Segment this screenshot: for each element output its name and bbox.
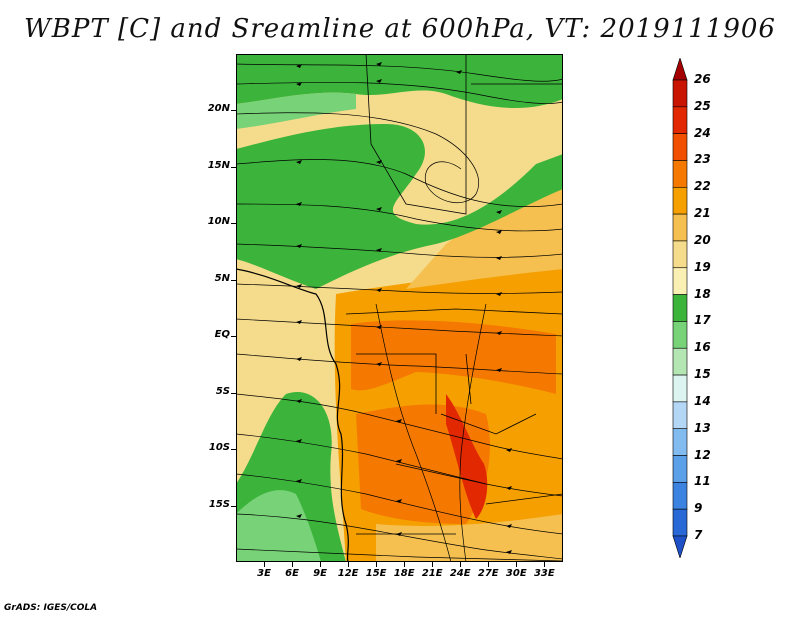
latitude-tick (231, 449, 236, 451)
wbpt-region-16-west (236, 490, 321, 562)
latitude-label: 10S (208, 442, 230, 454)
latitude-tick (231, 279, 236, 281)
colorbar-swatch (672, 160, 688, 188)
latitude-label: 15S (208, 498, 230, 510)
colorbar-label: 19 (694, 259, 711, 274)
colorbar-swatch (672, 347, 688, 376)
longitude-tick (404, 562, 406, 567)
colorbar-swatch (672, 321, 688, 349)
colorbar-swatch (672, 106, 688, 134)
colorbar-label: 12 (694, 447, 711, 462)
longitude-tick (460, 562, 462, 567)
colorbar-label: 23 (694, 152, 711, 167)
colorbar-swatch (672, 374, 688, 403)
map-panel (236, 54, 563, 562)
longitude-tick (348, 562, 350, 567)
colorbar-swatch (672, 508, 688, 537)
footer-credit: GrADS: IGES/COLA (4, 603, 98, 613)
colorbar-label: 17 (694, 313, 711, 328)
wbpt-region-24 (446, 394, 488, 519)
colorbar-swatch (672, 186, 688, 215)
coastline (236, 268, 349, 562)
colorbar-label: 25 (694, 98, 711, 113)
chart-title: WBPT [C] and Sreamline at 600hPa, VT: 20… (24, 14, 776, 44)
latitude-tick (231, 505, 236, 507)
colorbar-label: 9 (694, 501, 703, 516)
longitude-tick (432, 562, 434, 567)
wbpt-region-20-north (406, 189, 563, 289)
wbpt-region-17-north (236, 54, 563, 109)
colorbar-label: 18 (694, 286, 711, 301)
latitude-tick (231, 110, 236, 112)
longitude-label: 15E (365, 568, 387, 579)
streamline-arrows (296, 62, 512, 554)
colorbar-label: 21 (694, 206, 711, 221)
colorbar-label: 11 (694, 474, 711, 489)
colorbar-swatch (672, 455, 688, 483)
latitude-label: 5N (214, 272, 230, 284)
longitude-label: 24E (449, 568, 471, 579)
colorbar-label: 16 (694, 340, 711, 355)
colorbar-label: 20 (694, 232, 711, 247)
colorbar-label: 22 (694, 179, 711, 194)
colorbar-swatch (672, 79, 688, 108)
latitude-label: 10N (207, 216, 230, 228)
colorbar-label: 13 (694, 420, 711, 435)
wbpt-region-20-south (376, 514, 563, 562)
colorbar-swatch (672, 428, 688, 456)
colorbar-label: 26 (694, 72, 711, 86)
wbpt-region-22 (351, 320, 556, 394)
colorbar-swatch (672, 213, 688, 242)
latitude-label: 15N (207, 159, 230, 171)
colorbar-label: 24 (694, 125, 711, 140)
longitude-label: 9E (313, 568, 327, 579)
colorbar-swatch (672, 482, 688, 510)
longitude-label: 18E (393, 568, 415, 579)
longitude-label: 30E (505, 568, 527, 579)
colorbar-max-arrow (672, 58, 688, 81)
longitude-label: 3E (257, 568, 271, 579)
longitude-tick (264, 562, 266, 567)
colorbar-label: 15 (694, 367, 711, 382)
latitude-label: 20N (207, 103, 230, 115)
longitude-label: 12E (337, 568, 359, 579)
longitude-tick (320, 562, 322, 567)
colorbar-swatch (672, 294, 688, 322)
wbpt-region-16 (236, 92, 356, 129)
latitude-tick (231, 223, 236, 225)
latitude-tick (231, 392, 236, 394)
latitude-tick (231, 336, 236, 338)
colorbar-swatch (672, 267, 688, 295)
colorbar-label: 14 (694, 393, 711, 408)
colorbar-swatch (672, 401, 688, 430)
longitude-label: 6E (285, 568, 299, 579)
colorbar-swatch (672, 133, 688, 161)
latitude-label: EQ (214, 329, 230, 341)
latitude-tick (231, 166, 236, 168)
longitude-tick (544, 562, 546, 567)
longitude-tick (488, 562, 490, 567)
streamlines (236, 63, 563, 562)
colorbar-swatch (672, 240, 688, 269)
longitude-label: 27E (477, 568, 499, 579)
colorbar-min-arrow (672, 535, 688, 558)
longitude-tick (516, 562, 518, 567)
longitude-tick (376, 562, 378, 567)
colorbar (672, 58, 688, 558)
longitude-label: 21E (421, 568, 443, 579)
map-border (236, 54, 563, 562)
country-borders (345, 54, 563, 535)
longitude-label: 33E (533, 568, 555, 579)
colorbar-label: 7 (694, 528, 703, 542)
latitude-label: 5S (215, 385, 230, 397)
longitude-tick (292, 562, 294, 567)
